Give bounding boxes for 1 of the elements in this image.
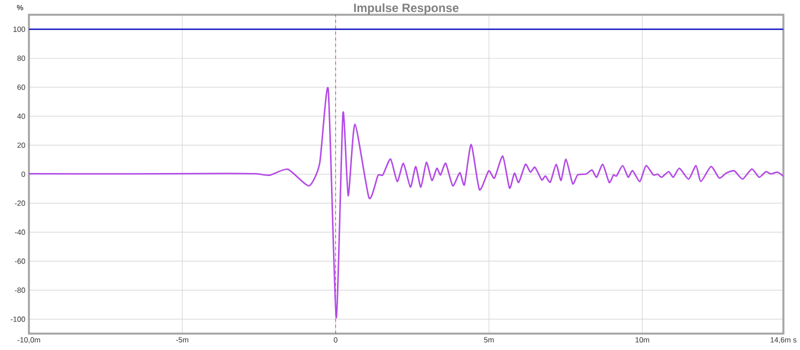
chart-title: Impulse Response bbox=[354, 4, 459, 15]
